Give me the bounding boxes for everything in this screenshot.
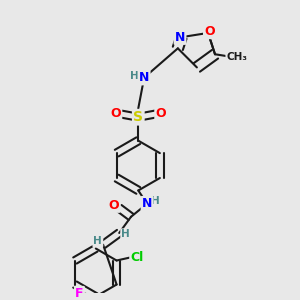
Text: O: O: [155, 107, 166, 120]
Text: N: N: [139, 71, 149, 84]
Text: H: H: [152, 196, 160, 206]
Text: Cl: Cl: [130, 251, 144, 264]
Text: H: H: [130, 71, 138, 81]
Text: H: H: [121, 230, 130, 239]
Text: S: S: [133, 110, 143, 124]
Text: N: N: [142, 197, 152, 210]
Text: N: N: [175, 31, 185, 44]
Text: O: O: [109, 199, 119, 212]
Text: O: O: [204, 25, 215, 38]
Text: O: O: [110, 107, 121, 120]
Text: H: H: [94, 236, 102, 246]
Text: CH₃: CH₃: [226, 52, 248, 61]
Text: F: F: [75, 287, 84, 300]
